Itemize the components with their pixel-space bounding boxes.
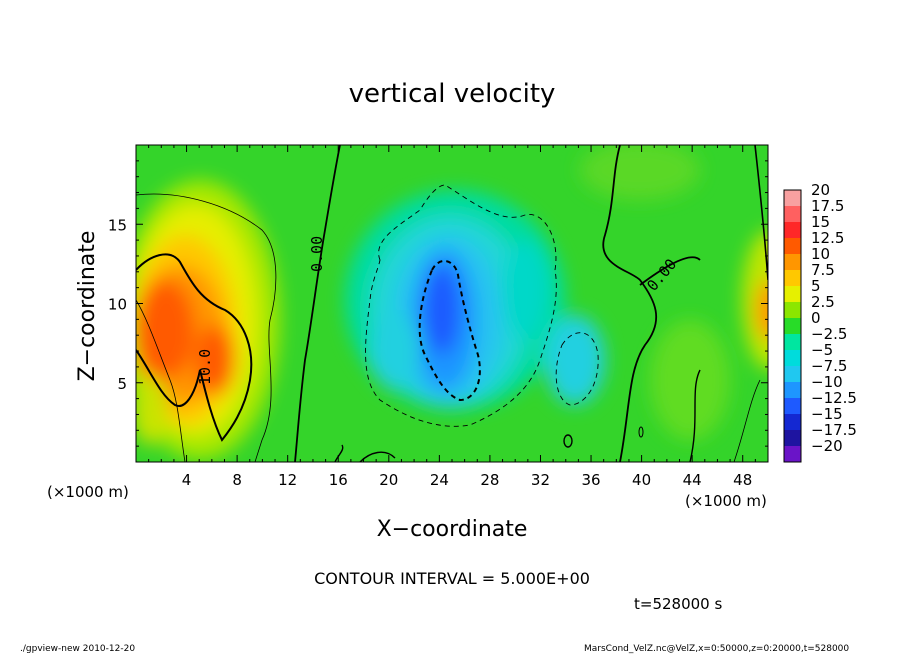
contour-label-10: 10.0	[196, 349, 214, 385]
colorbar-label: 20	[811, 181, 830, 199]
y-tick-label: 10	[108, 296, 127, 314]
x-tick-label: 16	[329, 471, 348, 489]
colorbar-label: 10	[811, 245, 830, 263]
colorbar-swatch	[784, 190, 801, 207]
colorbar-label: 17.5	[811, 197, 844, 215]
x-unit-right: (×1000 m)	[685, 492, 767, 510]
contour-label-0-left: 0.00	[308, 236, 326, 272]
x-tick-label: 24	[430, 471, 449, 489]
chart-title: vertical velocity	[349, 79, 556, 109]
colorbar-label: 15	[811, 213, 830, 231]
colorbar-swatch	[784, 254, 801, 271]
colorbar-swatch	[784, 318, 801, 335]
colorbar-swatch	[784, 430, 801, 447]
colorbar-label: −7.5	[811, 357, 847, 375]
contour-interval: CONTOUR INTERVAL = 5.000E+00	[314, 569, 590, 588]
colorbar-swatch	[784, 382, 801, 399]
x-tick-label: 4	[182, 471, 192, 489]
colorbar-label: −20	[811, 437, 843, 455]
colorbar-swatch	[784, 398, 801, 415]
colorbar-label: 2.5	[811, 293, 835, 311]
colorbar-swatch	[784, 238, 801, 255]
x-tick-label: 20	[379, 471, 398, 489]
colorbar-label: −15	[811, 405, 843, 423]
field-blobs	[136, 145, 768, 460]
colorbar-label: −10	[811, 373, 843, 391]
colorbar-label: −2.5	[811, 325, 847, 343]
y-axis-title: Z−coordinate	[75, 231, 100, 382]
footer-right: MarsCond_VelZ.nc@VelZ,x=0:50000,z=0:2000…	[584, 644, 849, 654]
x-tick-label: 8	[232, 471, 242, 489]
colorbar-label: −12.5	[811, 389, 857, 407]
colorbar-swatch	[784, 366, 801, 383]
y-tick-label: 5	[117, 375, 127, 393]
x-tick-label: 28	[480, 471, 499, 489]
colorbar: 2017.51512.5107.552.50−2.5−5−7.5−10−12.5…	[783, 181, 857, 463]
colorbar-swatch	[784, 350, 801, 367]
x-tick-label: 12	[278, 471, 297, 489]
y-tick-label: 15	[108, 216, 127, 234]
colorbar-label: 7.5	[811, 261, 835, 279]
colorbar-label: −17.5	[811, 421, 857, 439]
dashed-contours	[365, 184, 599, 427]
colorbar-label: 0	[811, 309, 821, 327]
colorbar-swatch	[784, 446, 801, 463]
x-tick-label: 44	[683, 471, 702, 489]
colorbar-label: −5	[811, 341, 833, 359]
colorbar-frame	[783, 189, 802, 463]
x-tick-label: 48	[733, 471, 752, 489]
colorbar-label: 12.5	[811, 229, 844, 247]
contour-lines	[136, 145, 768, 462]
plot-area	[136, 145, 768, 462]
x-axis-title: X−coordinate	[377, 517, 528, 542]
colorbar-swatch	[784, 270, 801, 287]
colorbar-label: 5	[811, 277, 821, 295]
x-tick-label: 32	[531, 471, 550, 489]
x-tick-label: 40	[632, 471, 651, 489]
x-tick-label: 36	[581, 471, 600, 489]
colorbar-swatch	[784, 302, 801, 319]
x-unit-left: (×1000 m)	[47, 483, 129, 501]
colorbar-swatch	[784, 222, 801, 239]
colorbar-swatch	[784, 334, 801, 351]
footer-left: ./gpview-new 2010-12-20	[20, 644, 135, 654]
time-label: t=528000 s	[634, 595, 722, 613]
colorbar-swatch	[784, 414, 801, 431]
colorbar-swatch	[784, 206, 801, 223]
colorbar-swatch	[784, 286, 801, 303]
